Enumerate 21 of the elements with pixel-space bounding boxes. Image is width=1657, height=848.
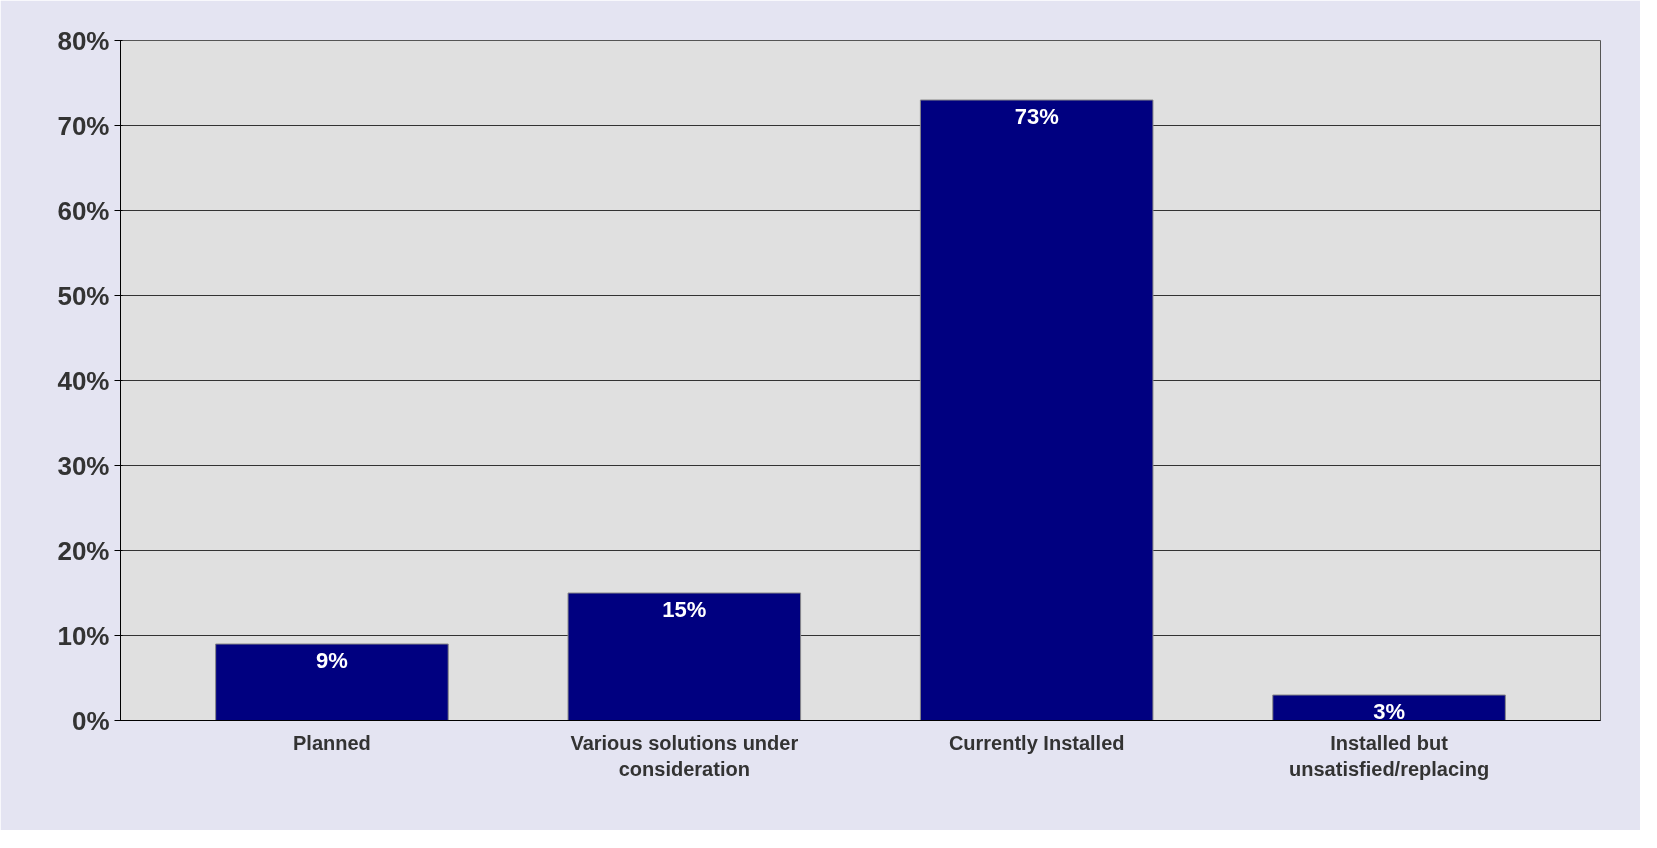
y-tick-label: 50% xyxy=(57,280,110,311)
y-tick-label: 70% xyxy=(57,110,110,141)
y-tick-label: 40% xyxy=(57,365,110,396)
y-tick-label: 30% xyxy=(57,450,110,481)
data-label: 15% xyxy=(662,597,707,622)
bar xyxy=(215,643,449,721)
y-tick-label: 10% xyxy=(57,620,110,651)
y-tick-label: 20% xyxy=(57,535,110,566)
data-label: 3% xyxy=(1373,699,1405,724)
data-label: 9% xyxy=(316,648,348,673)
data-label: 73% xyxy=(1014,104,1059,129)
y-tick-label: 0% xyxy=(71,705,110,736)
x-tick-label: Currently Installed xyxy=(948,731,1125,754)
x-tick-label: Planned xyxy=(293,731,371,754)
y-tick-label: 60% xyxy=(57,195,110,226)
y-tick-label: 80% xyxy=(57,25,110,56)
bar xyxy=(567,592,802,721)
bar xyxy=(919,99,1154,721)
x-tick-label: Installed but unsatisfied/replacing xyxy=(1289,731,1490,780)
bar xyxy=(1272,694,1506,721)
x-tick-label: Various solutions under consideration xyxy=(570,731,799,780)
